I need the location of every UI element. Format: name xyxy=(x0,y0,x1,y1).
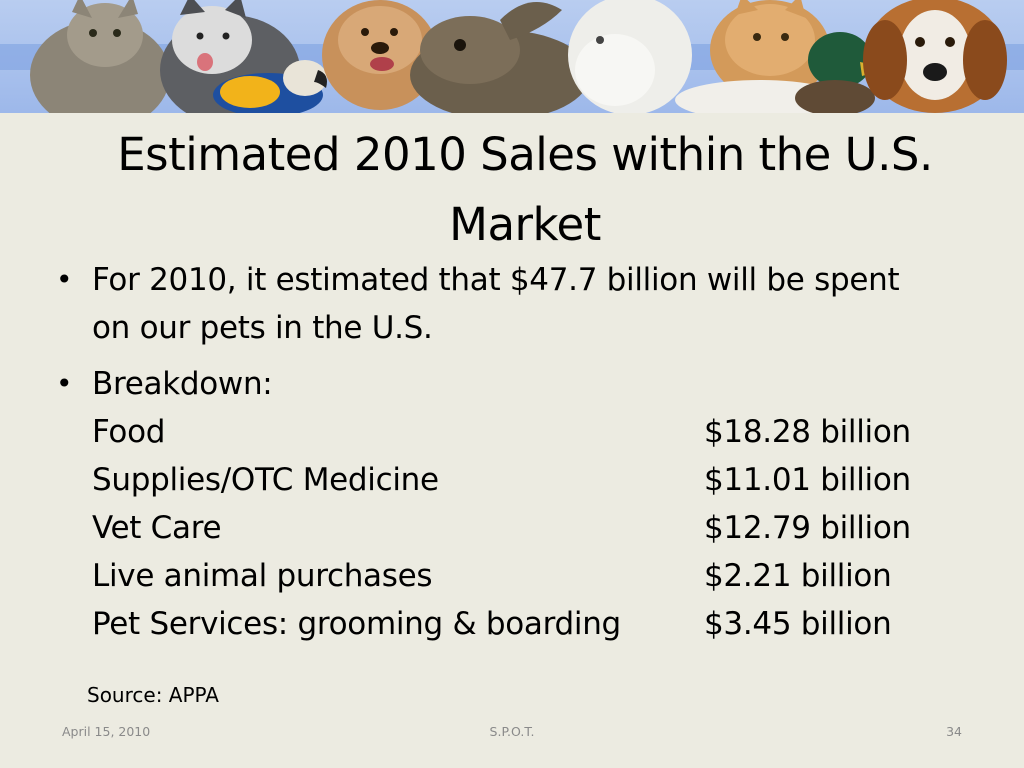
breakdown-heading: Breakdown: xyxy=(92,366,273,402)
breakdown-category: Vet Care xyxy=(92,510,222,546)
breakdown-amount: $2.21 billion xyxy=(704,558,892,594)
slide-title-line-1: Estimated 2010 Sales within the U.S. xyxy=(117,128,933,181)
slide-title: Estimated 2010 Sales within the U.S. Mar… xyxy=(60,120,990,260)
breakdown-amount: $18.28 billion xyxy=(704,414,911,450)
rabbit-image xyxy=(410,2,590,113)
bullet-text-line-2: on our pets in the U.S. xyxy=(92,310,433,346)
cat-image xyxy=(30,0,170,113)
breakdown-row-live-animals: Live animal purchases $2.21 billion xyxy=(92,552,992,600)
breakdown-amount: $12.79 billion xyxy=(704,510,911,546)
breakdown-row-supplies: Supplies/OTC Medicine $11.01 billion xyxy=(92,456,992,504)
horse-image xyxy=(568,0,692,113)
breakdown-category: Live animal purchases xyxy=(92,558,433,594)
bullet-dot-icon: • xyxy=(56,367,73,400)
bullet-breakdown: • Breakdown: Food $18.28 billion Supplie… xyxy=(52,360,992,648)
beagle-dog-image xyxy=(863,0,1007,113)
breakdown-row-pet-services: Pet Services: grooming & boarding $3.45 … xyxy=(92,600,992,648)
terrier-dog-image xyxy=(322,0,438,110)
parrot-image xyxy=(213,60,327,113)
breakdown-row-food: Food $18.28 billion xyxy=(92,408,992,456)
breakdown-row-vet-care: Vet Care $12.79 billion xyxy=(92,504,992,552)
source-citation: Source: APPA xyxy=(87,683,219,707)
slide-title-line-2: Market xyxy=(449,198,601,251)
bullet-total-spending: • For 2010, it estimated that $47.7 bill… xyxy=(52,256,992,352)
duck-image xyxy=(675,32,890,113)
bullet-text-line-1: For 2010, it estimated that $47.7 billio… xyxy=(92,262,900,298)
breakdown-category: Food xyxy=(92,414,166,450)
footer-title: S.P.O.T. xyxy=(489,724,535,739)
footer-page-number: 34 xyxy=(946,724,962,739)
pets-banner-image xyxy=(0,0,1024,113)
breakdown-amount: $3.45 billion xyxy=(704,606,892,642)
breakdown-category: Pet Services: grooming & boarding xyxy=(92,606,621,642)
slide-body: • For 2010, it estimated that $47.7 bill… xyxy=(52,256,992,648)
bullet-dot-icon: • xyxy=(56,263,73,296)
breakdown-amount: $11.01 billion xyxy=(704,462,911,498)
breakdown-category: Supplies/OTC Medicine xyxy=(92,462,439,498)
pets-collage-illustration xyxy=(30,0,1007,113)
footer-date: April 15, 2010 xyxy=(62,724,151,739)
husky-image xyxy=(160,0,300,113)
orange-cat-image xyxy=(710,0,830,100)
